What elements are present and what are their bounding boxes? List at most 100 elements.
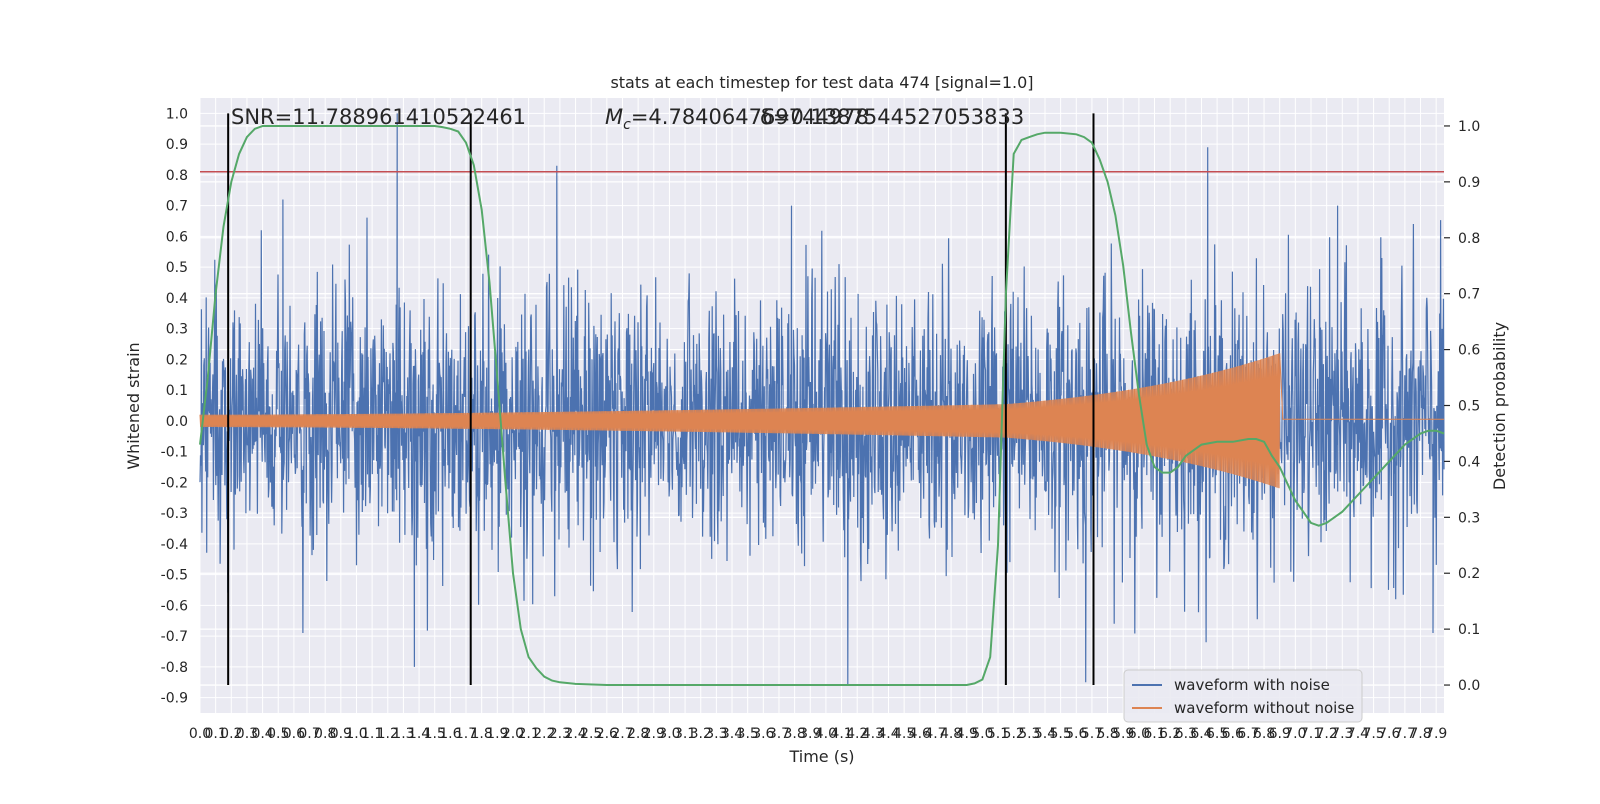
- x-tick-label-43: 4.3: [862, 726, 884, 742]
- x-tick-label-62: 6.2: [1159, 726, 1181, 742]
- x-tick-label-23: 2.3: [549, 726, 571, 742]
- x-tick-label-33: 3.3: [705, 726, 727, 742]
- x-tick-label-77: 7.7: [1394, 726, 1416, 742]
- y-left-tick-label-2: 0.8: [166, 168, 188, 184]
- y-axis-right-ticks: 1.0 0.9 0.8 0.7 0.6 0.5 0.4 0.3 0.2 0.1 0.0: [1444, 119, 1480, 694]
- x-tick-label-22: 2.2: [533, 726, 555, 742]
- x-tick-label-79: 7.9: [1425, 726, 1447, 742]
- x-tick-label-12: 1.2: [377, 726, 399, 742]
- x-tick-label-42: 4.2: [846, 726, 868, 742]
- x-tick-label-26: 2.6: [596, 726, 618, 742]
- y-left-tick-label-1: 0.9: [166, 137, 188, 153]
- y-right-tick-label-10: 0.0: [1458, 678, 1480, 694]
- x-tick-label-14: 1.4: [408, 726, 430, 742]
- y-left-tick-label-9: 0.1: [166, 383, 188, 399]
- x-tick-label-68: 6.8: [1253, 726, 1275, 742]
- y-left-tick-label-14: -0.4: [161, 537, 188, 553]
- x-tick-label-71: 7.1: [1300, 726, 1322, 742]
- x-tick-label-54: 5.4: [1034, 726, 1056, 742]
- chirp-mass-annotation: Mc=4.784064769744978: [605, 105, 869, 133]
- y-left-tick-label-18: -0.8: [161, 660, 188, 676]
- y-right-tick-label-0: 1.0: [1458, 119, 1480, 135]
- x-tick-label-48: 4.8: [940, 726, 962, 742]
- chirp-mass-value: =4.784064769744978: [631, 105, 869, 129]
- x-tick-label-39: 3.9: [799, 726, 821, 742]
- x-tick-label-28: 2.8: [627, 726, 649, 742]
- y-right-tick-label-1: 0.9: [1458, 175, 1480, 191]
- x-tick-label-5: 0.5: [267, 726, 289, 742]
- x-tick-label-63: 6.3: [1175, 726, 1197, 742]
- x-tick-label-69: 6.9: [1269, 726, 1291, 742]
- x-tick-label-37: 3.7: [768, 726, 790, 742]
- x-tick-label-65: 6.5: [1206, 726, 1228, 742]
- overlap-annotation: δ=0.1387544527053833: [760, 105, 1024, 129]
- y-left-tick-label-12: -0.2: [161, 475, 188, 491]
- signal-trace: [199, 353, 1444, 489]
- x-tick-label-6: 0.6: [283, 726, 305, 742]
- x-tick-label-49: 4.9: [956, 726, 978, 742]
- x-tick-label-70: 7.0: [1284, 726, 1306, 742]
- y-axis-left-ticks: 1.0 0.9 0.8 0.7 0.6 0.5 0.4 0.3 0.2 0.1 0.0 -0.1 -0.…: [161, 106, 188, 706]
- y-right-tick-label-8: 0.2: [1458, 566, 1480, 582]
- x-tick-label-36: 3.6: [752, 726, 774, 742]
- x-tick-label-3: 0.3: [236, 726, 258, 742]
- series-probability: [199, 125, 1445, 686]
- x-tick-label-47: 4.7: [924, 726, 946, 742]
- x-tick-label-24: 2.4: [564, 726, 586, 742]
- x-tick-label-76: 7.6: [1378, 726, 1400, 742]
- y-left-tick-label-13: -0.3: [161, 506, 188, 522]
- x-tick-label-1: 0.1: [205, 726, 227, 742]
- x-tick-label-60: 6.0: [1128, 726, 1150, 742]
- x-tick-label-50: 5.0: [971, 726, 993, 742]
- y-left-tick-label-4: 0.6: [166, 229, 188, 245]
- x-tick-label-0: 0.0: [189, 726, 211, 742]
- x-tick-label-44: 4.4: [877, 726, 899, 742]
- x-tick-label-34: 3.4: [721, 726, 743, 742]
- x-tick-label-38: 3.8: [783, 726, 805, 742]
- x-tick-label-11: 1.1: [361, 726, 383, 742]
- x-tick-label-46: 4.6: [909, 726, 931, 742]
- x-tick-label-7: 0.7: [298, 726, 320, 742]
- x-tick-label-21: 2.1: [517, 726, 539, 742]
- y-left-tick-label-16: -0.6: [161, 598, 188, 614]
- y-left-tick-label-19: -0.9: [161, 691, 188, 707]
- x-tick-label-59: 5.9: [1112, 726, 1134, 742]
- x-tick-label-66: 6.6: [1222, 726, 1244, 742]
- x-tick-label-56: 5.6: [1065, 726, 1087, 742]
- x-tick-label-20: 2.0: [502, 726, 524, 742]
- x-tick-label-10: 1.0: [345, 726, 367, 742]
- legend: waveform with noise waveform without noi…: [1123, 669, 1363, 723]
- x-tick-label-17: 1.7: [455, 726, 477, 742]
- y-axis-left-label: Whitened strain: [124, 342, 143, 469]
- chirp-mass-symbol: M: [605, 105, 623, 129]
- x-tick-label-29: 2.9: [643, 726, 665, 742]
- x-axis-ticks: 0.00.10.20.30.40.50.60.70.80.91.01.11.21…: [189, 726, 1447, 742]
- x-tick-label-9: 0.9: [330, 726, 352, 742]
- x-tick-label-15: 1.5: [424, 726, 446, 742]
- y-right-tick-label-2: 0.8: [1458, 231, 1480, 247]
- x-tick-label-18: 1.8: [471, 726, 493, 742]
- y-right-tick-label-4: 0.6: [1458, 343, 1480, 359]
- x-tick-label-51: 5.1: [987, 726, 1009, 742]
- y-right-tick-label-6: 0.4: [1458, 454, 1480, 470]
- vertical-markers: [227, 113, 1095, 686]
- x-tick-label-72: 7.2: [1316, 726, 1338, 742]
- chart-title: stats at each timestep for test data 474…: [610, 73, 1033, 92]
- x-tick-label-8: 0.8: [314, 726, 336, 742]
- x-tick-label-78: 7.8: [1409, 726, 1431, 742]
- x-tick-label-73: 7.3: [1331, 726, 1353, 742]
- y-left-tick-label-15: -0.5: [161, 568, 188, 584]
- x-tick-label-57: 5.7: [1081, 726, 1103, 742]
- y-left-tick-label-0: 1.0: [166, 106, 188, 122]
- x-axis-label: Time (s): [788, 747, 854, 766]
- x-tick-label-30: 3.0: [658, 726, 680, 742]
- y-left-tick-label-8: 0.2: [166, 352, 188, 368]
- legend-label-signal: waveform without noise: [1174, 699, 1354, 717]
- y-left-tick-label-11: -0.1: [161, 445, 188, 461]
- y-left-tick-label-17: -0.7: [161, 629, 188, 645]
- x-tick-label-41: 4.1: [830, 726, 852, 742]
- y-left-tick-label-3: 0.7: [166, 199, 188, 215]
- y-left-tick-label-10: 0.0: [166, 414, 188, 430]
